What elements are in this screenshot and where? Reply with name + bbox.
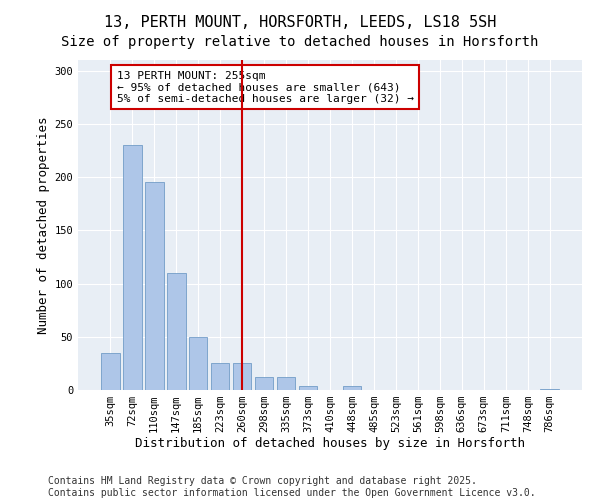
Bar <box>255 377 274 390</box>
Bar <box>299 386 317 390</box>
Bar <box>211 364 229 390</box>
Bar <box>123 145 142 390</box>
Text: Size of property relative to detached houses in Horsforth: Size of property relative to detached ho… <box>61 35 539 49</box>
Bar <box>233 364 251 390</box>
Bar <box>343 386 361 390</box>
Text: 13, PERTH MOUNT, HORSFORTH, LEEDS, LS18 5SH: 13, PERTH MOUNT, HORSFORTH, LEEDS, LS18 … <box>104 15 496 30</box>
Bar <box>541 389 559 390</box>
X-axis label: Distribution of detached houses by size in Horsforth: Distribution of detached houses by size … <box>135 436 525 450</box>
Bar <box>145 182 164 390</box>
Bar <box>277 377 295 390</box>
Bar <box>101 352 119 390</box>
Text: 13 PERTH MOUNT: 255sqm
← 95% of detached houses are smaller (643)
5% of semi-det: 13 PERTH MOUNT: 255sqm ← 95% of detached… <box>117 70 414 104</box>
Bar <box>167 273 185 390</box>
Y-axis label: Number of detached properties: Number of detached properties <box>37 116 50 334</box>
Text: Contains HM Land Registry data © Crown copyright and database right 2025.
Contai: Contains HM Land Registry data © Crown c… <box>48 476 536 498</box>
Bar <box>189 337 208 390</box>
